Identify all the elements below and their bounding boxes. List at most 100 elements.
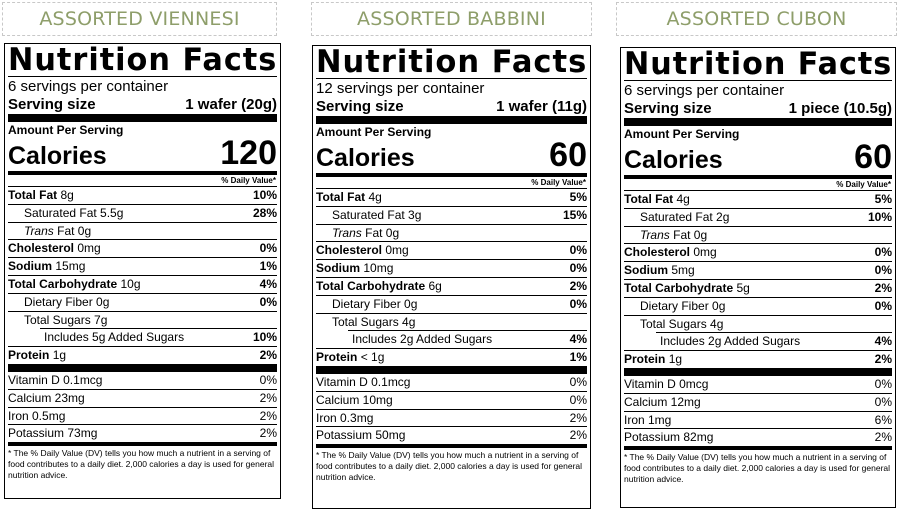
calories-label: Calories <box>8 142 107 170</box>
nutrition-label-cubon: Nutrition Facts 6 servings per container… <box>620 47 896 508</box>
trans-fat-row: Trans Fat 0g <box>316 223 587 242</box>
trans-fat-row: Trans Fat 0g <box>8 221 277 240</box>
product-title-text: ASSORTED CUBON <box>666 8 847 30</box>
dietary-fiber-row: Dietary Fiber 0g 0% <box>624 296 892 315</box>
nutrient-name-italic: Trans <box>332 225 362 240</box>
added-sugars-row: Includes 2g Added Sugars 4% <box>656 332 892 350</box>
serving-size-row: Serving size 1 wafer (11g) <box>316 98 587 116</box>
nutrient-name: Protein <box>624 352 666 367</box>
dietary-fiber-row: Dietary Fiber 0g 0% <box>8 292 277 311</box>
cholesterol-row: Cholesterol 0mg 0% <box>8 239 277 257</box>
nutrient-name: Vitamin D 0mcg <box>624 376 709 391</box>
nutrient-name-italic: Trans <box>640 227 670 242</box>
calories-value: 60 <box>854 138 892 176</box>
serving-size-row: Serving size 1 wafer (20g) <box>8 96 277 114</box>
daily-value: 2% <box>569 278 587 293</box>
nutrient-name: Potassium 82mg <box>624 430 714 445</box>
daily-value-header: % Daily Value* <box>531 178 586 187</box>
nutrient-name: Calcium 23mg <box>8 390 85 405</box>
nutrient-name: Sodium <box>316 261 360 276</box>
daily-value: 4% <box>874 334 892 349</box>
nutrient-name: Protein <box>316 350 358 365</box>
daily-value: 10% <box>252 188 277 202</box>
nutrient-name: Fat 0g <box>361 225 400 240</box>
nutrient-name: Fat 0g <box>53 223 92 238</box>
calcium-row: Calcium 12mg 0% <box>624 392 892 411</box>
nutrient-amount: 15mg <box>55 259 86 274</box>
daily-value: 2% <box>874 280 892 295</box>
potassium-row: Potassium 50mg 2% <box>316 426 587 444</box>
product-title-cubon: ASSORTED CUBON <box>616 2 897 36</box>
daily-value: 0% <box>874 263 892 278</box>
total-carbohydrate-row: Total Carbohydrate 5g 2% <box>624 278 892 297</box>
nutrient-name: Includes 5g Added Sugars <box>44 330 185 345</box>
nutrient-name: Total Carbohydrate <box>316 278 426 293</box>
daily-value: 0% <box>874 394 892 409</box>
sodium-row: Sodium 15mg 1% <box>8 257 277 275</box>
calories-value: 60 <box>549 136 587 174</box>
nutrient-name: Potassium 73mg <box>8 426 98 441</box>
nutrition-facts-heading: Nutrition Facts <box>624 46 893 82</box>
nutrient-name: Total Fat <box>8 188 58 202</box>
serving-size-value: 1 wafer (20g) <box>185 96 277 113</box>
servings-per-container: 6 servings per container <box>624 82 785 99</box>
nutrient-name: Vitamin D 0.1mcg <box>8 372 103 387</box>
serving-size-row: Serving size 1 piece (10.5g) <box>624 100 892 118</box>
nutrient-name: Vitamin D 0.1mcg <box>316 374 411 389</box>
nutrient-name: Total Sugars 4g <box>640 316 724 331</box>
nutrient-amount: 4g <box>368 190 382 204</box>
nutrient-amount: 0mg <box>77 241 101 256</box>
iron-row: Iron 0.3mg 2% <box>316 408 587 427</box>
nutrient-name: Total Carbohydrate <box>8 276 118 291</box>
daily-value: 28% <box>252 205 277 220</box>
nutrition-label-viennesi: Nutrition Facts 6 servings per container… <box>4 43 281 499</box>
added-sugars-row: Includes 2g Added Sugars 4% <box>348 330 587 348</box>
nutrient-name: Calcium 10mg <box>316 392 393 407</box>
nutrient-amount: 5mg <box>671 263 695 278</box>
total-carbohydrate-row: Total Carbohydrate 6g 2% <box>316 276 587 295</box>
nutrient-name: Total Sugars 4g <box>332 314 416 329</box>
nutrient-name: Cholesterol <box>624 245 691 260</box>
nutrient-amount: 5g <box>736 280 750 295</box>
daily-value-footnote: * The % Daily Value (DV) tells you how m… <box>624 452 891 485</box>
total-sugars-row: Total Sugars 7g <box>8 310 277 329</box>
calcium-row: Calcium 10mg 0% <box>316 390 587 409</box>
nutrient-name: Dietary Fiber 0g <box>332 296 418 311</box>
daily-value: 5% <box>874 192 892 206</box>
calories-row: Calories 60 <box>316 136 587 174</box>
nutrient-amount: 6g <box>428 278 442 293</box>
calories-value: 120 <box>220 134 277 172</box>
daily-value: 0% <box>259 372 277 387</box>
daily-value: 0% <box>874 245 892 260</box>
total-sugars-row: Total Sugars 4g <box>624 314 892 333</box>
daily-value: 0% <box>569 243 587 258</box>
nutrient-name: Dietary Fiber 0g <box>24 294 110 309</box>
daily-value: 15% <box>562 207 587 222</box>
nutrient-name: Potassium 50mg <box>316 428 406 443</box>
nutrient-name: Total Fat <box>624 192 674 206</box>
potassium-row: Potassium 73mg 2% <box>8 424 277 442</box>
daily-value: 0% <box>259 294 277 309</box>
nutrient-name: Saturated Fat 3g <box>332 207 422 222</box>
nutrient-name: Saturated Fat 5.5g <box>24 205 124 220</box>
added-sugars-row: Includes 5g Added Sugars 10% <box>40 328 277 346</box>
nutrient-amount: 0mg <box>693 245 717 260</box>
daily-value: 0% <box>569 392 587 407</box>
vitamin-d-row: Vitamin D 0mcg 0% <box>624 376 892 393</box>
daily-value: 5% <box>569 190 587 204</box>
nutrient-amount: 1g <box>668 352 683 367</box>
nutrient-name: Cholesterol <box>8 241 75 256</box>
daily-value: 4% <box>569 332 587 347</box>
nutrient-name: Total Sugars 7g <box>24 312 108 327</box>
nutrient-name: Iron 0.5mg <box>8 408 66 423</box>
daily-value: 2% <box>259 408 277 423</box>
calories-label: Calories <box>624 146 723 174</box>
daily-value: 2% <box>569 428 587 443</box>
daily-value: 2% <box>569 410 587 425</box>
protein-row: Protein 1g 2% <box>624 350 892 368</box>
total-carbohydrate-row: Total Carbohydrate 10g 4% <box>8 274 277 293</box>
daily-value: 4% <box>259 276 277 291</box>
nutrient-name: Dietary Fiber 0g <box>640 298 726 313</box>
daily-value: 0% <box>259 241 277 256</box>
daily-value: 10% <box>252 330 277 345</box>
